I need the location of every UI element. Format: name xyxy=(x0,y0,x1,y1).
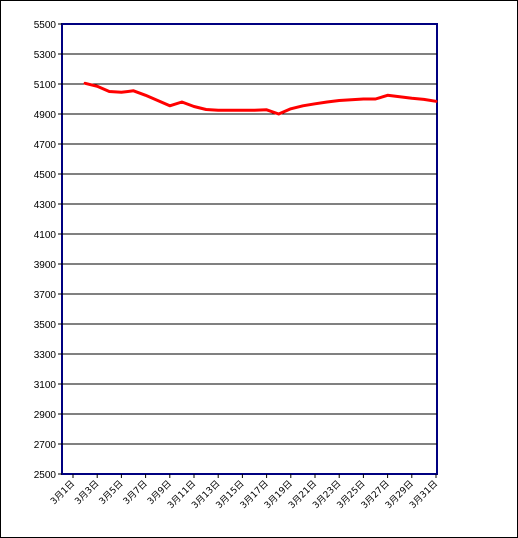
y-tick-label: 4500 xyxy=(34,170,57,181)
data-point xyxy=(133,90,134,92)
data-point xyxy=(169,105,171,107)
data-point xyxy=(387,94,389,96)
y-axis-tick-labels: 2500 2700 2900 3100 3300 3500 3700 3900 4100 4300… xyxy=(34,20,57,481)
data-point xyxy=(229,109,231,111)
data-point xyxy=(399,96,401,98)
y-tick-label: 3300 xyxy=(34,350,57,361)
y-tick-label: 5500 xyxy=(34,20,57,31)
data-point xyxy=(181,101,183,103)
data-point xyxy=(120,91,122,93)
series-line-0 xyxy=(83,81,438,116)
data-point xyxy=(423,98,425,100)
data-point xyxy=(362,98,364,100)
x-tick-label: 3月1日 xyxy=(49,478,78,507)
data-point xyxy=(96,85,98,87)
x-tick-label: 3月5日 xyxy=(97,478,126,507)
y-tick-label: 3500 xyxy=(34,320,57,331)
data-point xyxy=(241,109,243,111)
data-point xyxy=(302,105,304,107)
y-tick-label: 3900 xyxy=(34,260,57,271)
y-tick-label: 4900 xyxy=(34,110,57,121)
data-point xyxy=(193,106,195,107)
data-point xyxy=(314,103,316,105)
data-point xyxy=(266,109,268,111)
data-point xyxy=(278,113,280,115)
data-point xyxy=(108,91,110,92)
y-tick-label: 4100 xyxy=(34,230,57,241)
gridlines xyxy=(58,23,437,475)
data-point xyxy=(217,109,219,111)
x-axis-tick-labels: 3月1日3月3日3月5日3月7日3月9日3月11日3月13日3月15日3月17日… xyxy=(49,474,440,511)
y-tick-label: 3100 xyxy=(34,380,57,391)
data-point xyxy=(205,109,207,110)
x-tick-label: 3月3日 xyxy=(73,478,102,507)
x-tick-label: 3月7日 xyxy=(121,478,150,507)
series-group xyxy=(83,81,438,116)
data-point xyxy=(375,98,376,100)
y-tick-label: 2700 xyxy=(34,440,57,451)
data-point xyxy=(350,99,352,101)
y-tick-label: 2500 xyxy=(34,470,57,481)
y-tick-label: 5300 xyxy=(34,50,57,61)
data-point xyxy=(326,101,328,103)
data-point xyxy=(84,82,86,84)
y-tick-label: 5100 xyxy=(34,80,57,91)
data-point xyxy=(290,108,292,110)
data-point xyxy=(338,100,340,101)
y-tick-label: 2900 xyxy=(34,410,57,421)
data-point xyxy=(157,100,159,101)
data-point xyxy=(145,94,147,96)
y-tick-label: 3700 xyxy=(34,290,57,301)
data-point xyxy=(254,109,255,111)
data-point xyxy=(411,97,413,99)
data-point xyxy=(435,100,437,102)
y-tick-label: 4700 xyxy=(34,140,57,151)
y-tick-label: 4300 xyxy=(34,200,57,211)
